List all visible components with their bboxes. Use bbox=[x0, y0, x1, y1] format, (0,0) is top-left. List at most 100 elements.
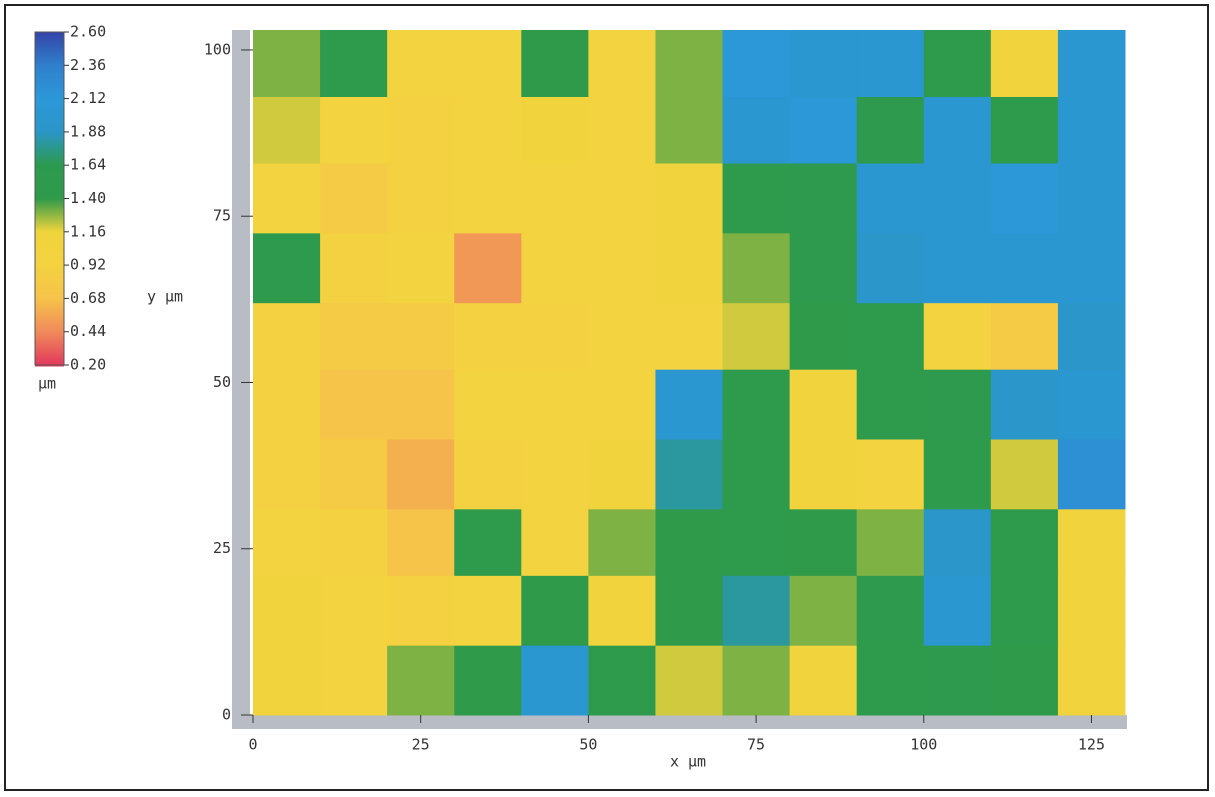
heatmap-cell bbox=[454, 302, 522, 370]
colorbar-strip bbox=[35, 78, 64, 81]
heatmap-cell bbox=[387, 508, 455, 576]
heatmap-cell bbox=[454, 96, 522, 164]
colorbar-strip bbox=[35, 132, 64, 135]
heatmap-cell bbox=[521, 508, 589, 576]
colorbar-strip bbox=[35, 340, 64, 343]
heatmap-cell bbox=[655, 439, 724, 510]
colorbar-strip bbox=[35, 100, 64, 103]
colorbar-strip bbox=[35, 296, 64, 299]
colorbar-strip bbox=[35, 46, 64, 49]
colorbar-strip bbox=[35, 90, 64, 93]
heatmap-cell bbox=[722, 508, 791, 576]
heatmap-cell bbox=[789, 232, 858, 304]
heatmap-cell bbox=[856, 645, 925, 716]
colorbar-strip bbox=[35, 134, 64, 137]
colorbar-strip bbox=[35, 204, 64, 207]
colorbar-strip bbox=[35, 68, 64, 71]
colorbar-tick-label: 0.44 bbox=[70, 322, 106, 340]
heatmap-cell bbox=[923, 508, 992, 576]
heatmap-cell bbox=[387, 30, 455, 98]
colorbar-strip bbox=[35, 230, 64, 233]
heatmap-cell bbox=[387, 163, 455, 234]
heatmap-cell bbox=[655, 232, 724, 304]
colorbar-strip bbox=[35, 104, 64, 107]
heatmap-cell bbox=[655, 96, 724, 164]
heatmap-cell bbox=[722, 163, 791, 234]
colorbar-label: µm bbox=[38, 375, 56, 393]
colorbar-tick-label: 0.20 bbox=[70, 356, 106, 374]
colorbar-strip bbox=[35, 154, 64, 157]
colorbar-strip bbox=[35, 326, 64, 329]
colorbar-strip bbox=[35, 222, 64, 225]
heatmap-cell bbox=[722, 439, 791, 510]
heatmap-cell bbox=[923, 96, 992, 164]
colorbar-tick-label: 0.68 bbox=[70, 289, 106, 307]
colorbar-tick-label: 1.88 bbox=[70, 122, 106, 140]
colorbar-strip bbox=[35, 114, 64, 117]
colorbar-strip bbox=[35, 108, 64, 111]
colorbar-strip bbox=[35, 168, 64, 171]
colorbar-strip bbox=[35, 58, 64, 61]
colorbar-strip bbox=[35, 294, 64, 297]
colorbar-strip bbox=[35, 176, 64, 179]
heatmap-cell bbox=[387, 645, 455, 716]
colorbar-strip bbox=[35, 182, 64, 185]
colorbar-strip bbox=[35, 96, 64, 99]
colorbar-strip bbox=[35, 52, 64, 55]
colorbar-strip bbox=[35, 74, 64, 77]
heatmap-cell bbox=[990, 369, 1059, 440]
colorbar-strip bbox=[35, 214, 64, 217]
colorbar-strip bbox=[35, 242, 64, 245]
colorbar-tick-label: 0.92 bbox=[70, 256, 106, 274]
colorbar-strip bbox=[35, 112, 64, 115]
colorbar-strip bbox=[35, 292, 64, 295]
colorbar-strip bbox=[35, 228, 64, 231]
heatmap-cell bbox=[990, 302, 1059, 370]
heatmap-cell bbox=[990, 96, 1059, 164]
y-tick-label: 50 bbox=[213, 373, 231, 391]
colorbar-strip bbox=[35, 330, 64, 333]
heatmap-cell bbox=[253, 163, 321, 234]
colorbar-strip bbox=[35, 208, 64, 211]
colorbar-strip bbox=[35, 254, 64, 257]
colorbar-strip bbox=[35, 36, 64, 39]
heatmap-cell bbox=[253, 30, 321, 98]
colorbar-strip bbox=[35, 356, 64, 359]
heatmap-cell bbox=[923, 439, 992, 510]
heatmap-cell bbox=[320, 30, 388, 98]
heatmap-cell bbox=[387, 232, 455, 304]
colorbar-strip bbox=[35, 152, 64, 155]
heatmap-cell bbox=[1057, 232, 1126, 304]
colorbar-strip bbox=[35, 348, 64, 351]
colorbar-strip bbox=[35, 218, 64, 221]
colorbar-strip bbox=[35, 300, 64, 303]
y-axis-bar bbox=[232, 30, 250, 722]
colorbar-strip bbox=[35, 206, 64, 209]
heatmap-cell bbox=[253, 96, 321, 164]
heatmap-cell bbox=[990, 30, 1059, 98]
colorbar-strip bbox=[35, 116, 64, 119]
colorbar-strip bbox=[35, 240, 64, 243]
colorbar-strip bbox=[35, 144, 64, 147]
heatmap-cell bbox=[990, 508, 1059, 576]
colorbar-strip bbox=[35, 174, 64, 177]
heatmap-cell bbox=[588, 439, 656, 510]
colorbar-strip bbox=[35, 328, 64, 331]
heatmap-cell bbox=[521, 369, 589, 440]
heatmap-cell bbox=[521, 232, 589, 304]
heatmap-cell bbox=[454, 30, 522, 98]
heatmap-cell bbox=[990, 232, 1059, 304]
heatmap-cell bbox=[387, 302, 455, 370]
heatmap-cell bbox=[923, 232, 992, 304]
colorbar-strip bbox=[35, 72, 64, 75]
heatmap-cell bbox=[588, 645, 656, 716]
x-axis-label: x µm bbox=[670, 753, 706, 771]
colorbar-strip bbox=[35, 238, 64, 241]
colorbar-strip bbox=[35, 56, 64, 59]
colorbar-strip bbox=[35, 306, 64, 309]
heatmap-cell bbox=[521, 30, 589, 98]
colorbar-strip bbox=[35, 310, 64, 313]
colorbar-strip bbox=[35, 142, 64, 145]
colorbar-strip bbox=[35, 320, 64, 323]
heatmap-cell bbox=[454, 439, 522, 510]
